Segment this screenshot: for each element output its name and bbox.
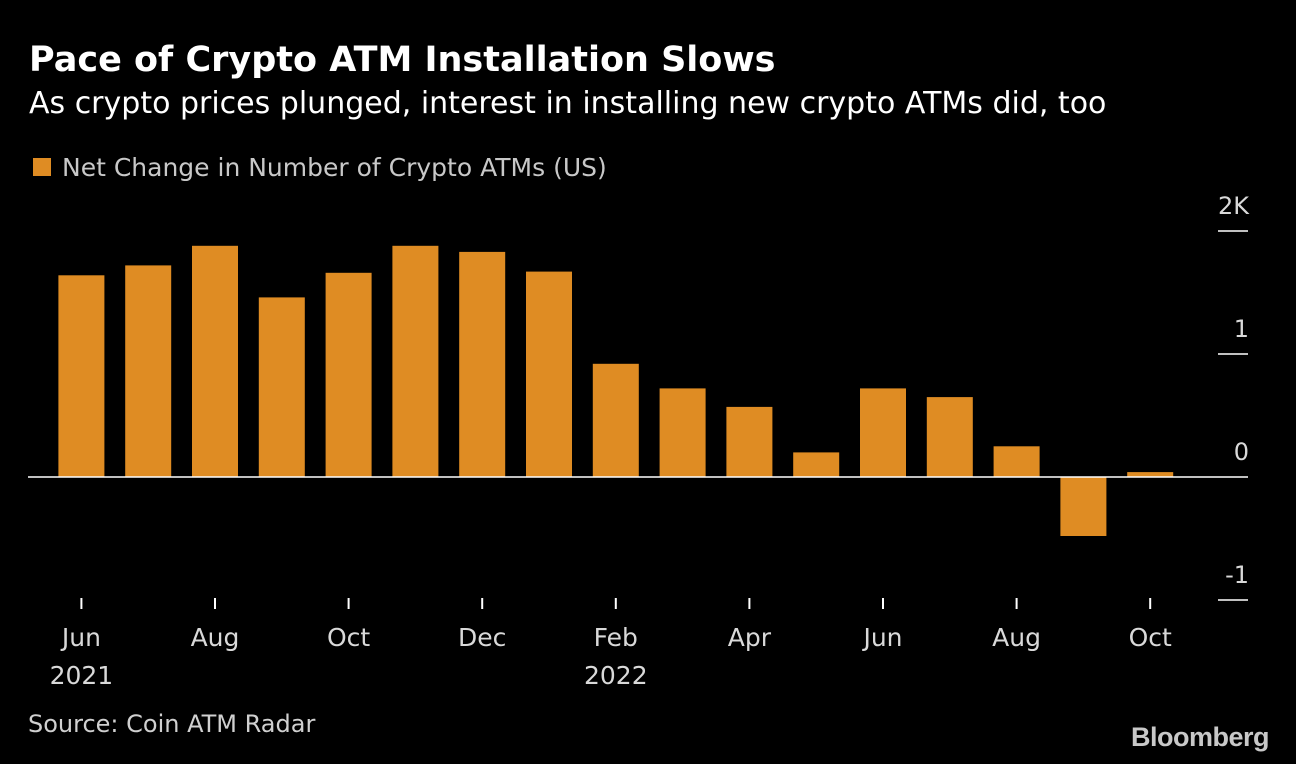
- x-tick-year-label: 2021: [50, 661, 114, 690]
- bar-sep-2021: [258, 297, 305, 477]
- bar-jun-2021: [58, 275, 105, 477]
- bar-feb-2022: [592, 363, 639, 477]
- bar-jan-2022: [526, 271, 572, 477]
- chart-title: Pace of Crypto ATM Installation Slows: [29, 40, 776, 80]
- bar-sep-2022: [1060, 477, 1107, 536]
- bar-aug-2021: [192, 245, 238, 477]
- bloomberg-logo: Bloomberg: [1130, 722, 1270, 752]
- x-tick-label: Feb: [594, 623, 638, 652]
- bar-mar-2022: [659, 388, 706, 477]
- bar-may-2022: [793, 452, 840, 477]
- y-tick-label: -1: [1225, 561, 1249, 589]
- x-tick-label: Dec: [458, 623, 506, 652]
- x-tick-label: Jun: [60, 623, 101, 652]
- x-tick-year-label: 2022: [584, 661, 648, 690]
- x-tick-label: Jun: [861, 623, 902, 652]
- x-tick-label: Oct: [327, 623, 370, 652]
- bar-jun-2022: [860, 388, 906, 477]
- bar-oct-2021: [325, 272, 372, 477]
- legend: Net Change in Number of Crypto ATMs (US): [33, 152, 607, 182]
- bar-oct-2022: [1127, 472, 1174, 477]
- y-tick-label: 1: [1234, 315, 1249, 343]
- source-note: Source: Coin ATM Radar: [28, 710, 316, 738]
- y-tick-label: 2K: [1218, 192, 1250, 220]
- bar-apr-2022: [726, 406, 773, 477]
- bar-jul-2021: [125, 265, 172, 477]
- x-tick-label: Aug: [191, 623, 240, 652]
- legend-swatch: [33, 158, 51, 176]
- x-tick-label: Apr: [728, 623, 772, 652]
- bar-jul-2022: [926, 397, 973, 477]
- bar-nov-2021: [392, 245, 439, 477]
- y-tick-label: 0: [1234, 438, 1249, 466]
- legend-label: Net Change in Number of Crypto ATMs (US): [62, 152, 607, 182]
- x-tick-label: Oct: [1129, 623, 1172, 652]
- chart-subtitle: As crypto prices plunged, interest in in…: [29, 86, 1107, 121]
- bar-aug-2022: [993, 446, 1040, 478]
- x-tick-label: Aug: [992, 623, 1041, 652]
- bar-dec-2021: [459, 251, 506, 477]
